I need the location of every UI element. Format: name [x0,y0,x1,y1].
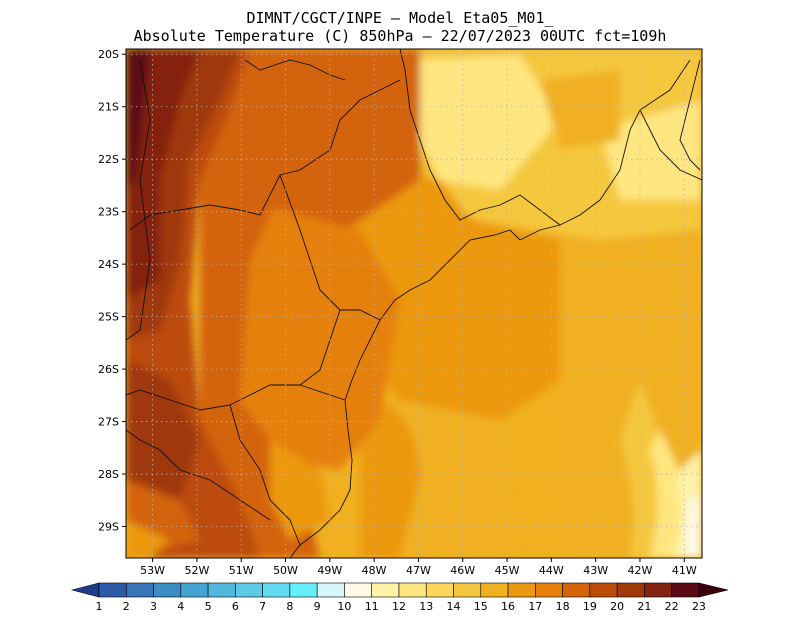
lon-label: 48W [362,564,387,577]
colorbar-label: 11 [365,600,379,613]
colorbar-label: 21 [637,600,651,613]
colorbar-label: 3 [150,600,157,613]
colorbar-label: 23 [692,600,706,613]
title-line-1: DIMNT/CGCT/INPE — Model Eta05_M01_ [246,9,554,27]
lat-label: 24S [98,258,119,271]
lon-label: 43W [583,564,608,577]
colorbar-swatch [644,582,672,598]
lon-label: 51W [229,564,254,577]
lat-label: 27S [98,416,119,429]
lat-label: 25S [98,311,119,324]
lat-label: 21S [98,101,119,114]
lon-label: 49W [317,564,342,577]
temperature-field [126,49,702,558]
colorbar-label: 2 [123,600,130,613]
lat-label: 29S [98,521,119,534]
colorbar-swatch [207,582,236,598]
colorbar-label: 17 [528,600,542,613]
lat-label: 28S [98,468,119,481]
colorbar-label: 4 [177,600,184,613]
title-line-2: Absolute Temperature (C) 850hPa — 22/07/… [133,27,667,45]
colorbar-swatch [98,582,127,598]
colorbar-swatch [262,582,291,598]
colorbar-swatch [289,582,318,598]
colorbar-arrow-low [70,582,100,598]
colorbar-label: 1 [96,600,103,613]
colorbar-label: 15 [474,600,488,613]
colorbar-label: 6 [232,600,239,613]
colorbar-swatch [153,582,182,598]
colorbar-swatch [425,582,454,598]
lon-label: 53W [140,564,165,577]
colorbar-label: 12 [392,600,406,613]
lon-label: 41W [672,564,697,577]
colorbar-swatch [344,582,372,598]
colorbar-swatch [125,582,154,598]
map-frame [125,48,703,559]
colorbar: 1 2 3 4 5 6 7 8 9 10 11 12 13 14 15 16 17 18 19 20 21 22 23 [70,582,729,613]
colorbar-label: 14 [447,600,461,613]
lon-label: 47W [406,564,431,577]
colorbar-swatch [316,582,345,598]
colorbar-label: 8 [286,600,293,613]
colorbar-swatch [535,582,563,598]
latitude-labels: 20S 21S 22S 23S 24S 25S 26S 27S 28S 29S [98,48,126,534]
colorbar-swatch [398,582,427,598]
colorbar-swatch [616,582,645,598]
lat-label: 20S [98,48,119,61]
coastline-borders [126,49,702,558]
lat-label: 23S [98,206,119,219]
lon-label: 42W [628,564,653,577]
lat-label: 22S [98,153,119,166]
colorbar-label: 5 [205,600,212,613]
colorbar-swatch [507,582,536,598]
colorbar-swatch [671,582,700,598]
colorbar-label: 10 [337,600,351,613]
colorbar-swatch [589,582,618,598]
colorbar-arrow-high [698,582,729,598]
colorbar-label: 19 [583,600,597,613]
colorbar-swatch [453,582,482,598]
lon-label: 46W [450,564,475,577]
colorbar-swatch [180,582,209,598]
longitude-labels: 53W 52W 51W 50W 49W 48W 47W 46W 45W 44W 43W 42W 41W [140,558,697,577]
colorbar-swatch [480,582,509,598]
colorbar-label: 7 [259,600,266,613]
colorbar-swatch [562,582,591,598]
colorbar-label: 18 [556,600,570,613]
lon-label: 45W [495,564,520,577]
map-gridlines [126,49,702,558]
lat-label: 26S [98,363,119,376]
colorbar-label: 22 [665,600,679,613]
lon-label: 52W [184,564,209,577]
colorbar-label: 13 [419,600,433,613]
colorbar-swatch [235,582,263,598]
lon-label: 44W [539,564,564,577]
colorbar-label: 16 [501,600,515,613]
colorbar-swatch [371,582,400,598]
colorbar-label: 20 [610,600,624,613]
lon-label: 50W [273,564,298,577]
colorbar-label: 9 [314,600,321,613]
